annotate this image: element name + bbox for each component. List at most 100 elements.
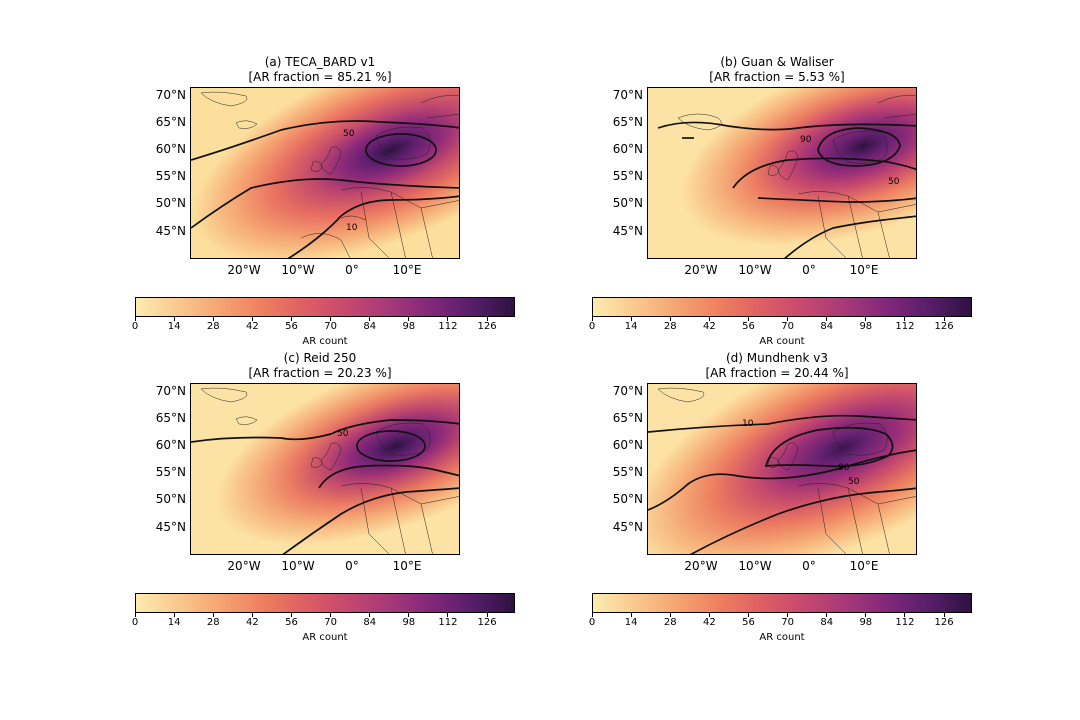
panel-d: (d) Mundhenk v3 [AR fraction = 20.44 %]: [537, 351, 1017, 651]
colorbar-label: AR count: [302, 632, 348, 643]
colorbar-tick-label: 28: [663, 617, 677, 628]
lat-label: 45°N: [612, 520, 643, 534]
colorbar-tick-label: 70: [781, 617, 794, 628]
colorbar-tick-label: 56: [285, 617, 298, 628]
colorbar-tick-label: 14: [624, 617, 638, 628]
colorbar-label: AR count: [302, 336, 348, 347]
panel-c: (c) Reid 250 [AR fraction = 20.23 %]: [80, 351, 560, 651]
colorbar-tick: [447, 317, 449, 321]
map-area: 90 50: [647, 87, 917, 259]
panel-title: (d) Mundhenk v3 [AR fraction = 20.44 %]: [617, 351, 937, 381]
lon-label: 10°E: [392, 263, 422, 277]
colorbar-tick: [669, 613, 671, 617]
contour-label: 50: [343, 129, 355, 139]
lat-label: 55°N: [155, 465, 186, 479]
lat-label: 60°N: [155, 142, 186, 156]
map-area: 10 90 50: [647, 383, 917, 555]
colorbar-tick-label: 84: [363, 321, 377, 332]
colorbar: [135, 297, 515, 317]
colorbar-tick: [330, 613, 332, 617]
contour-label: 90: [800, 135, 812, 145]
colorbar-tick-label: 14: [167, 617, 181, 628]
map-area: 50 10: [190, 87, 460, 259]
lat-label: 45°N: [612, 224, 643, 238]
panel-title-fraction: [AR fraction = 5.53 %]: [709, 70, 845, 84]
panel-a: (a) TECA_BARD v1 [AR fraction = 85.21 %]: [80, 55, 560, 355]
colorbar-tick: [173, 613, 175, 617]
colorbar-tick: [212, 613, 214, 617]
colorbar-tick-label: 84: [363, 617, 377, 628]
lat-label: 50°N: [612, 492, 643, 506]
colorbar-tick: [826, 317, 828, 321]
colorbar-tick-label: 98: [402, 617, 416, 628]
lat-label: 65°N: [612, 411, 643, 425]
colorbar-tick-label: 56: [742, 321, 755, 332]
colorbar-tick-label: 42: [245, 617, 259, 628]
panel-title: (a) TECA_BARD v1 [AR fraction = 85.21 %]: [160, 55, 480, 85]
colorbar-tick: [747, 613, 749, 617]
colorbar: [592, 297, 972, 317]
lat-label: 50°N: [155, 492, 186, 506]
lat-label: 65°N: [155, 411, 186, 425]
colorbar-tick: [408, 317, 410, 321]
lat-label: 70°N: [612, 88, 643, 102]
colorbar-tick: [826, 613, 828, 617]
lon-label: 10°W: [738, 263, 772, 277]
colorbar-tick-label: 126: [934, 617, 954, 628]
colorbar-tick: [447, 613, 449, 617]
lat-label: 60°N: [155, 438, 186, 452]
colorbar-tick: [251, 613, 253, 617]
panel-title-main: (d) Mundhenk v3: [725, 351, 829, 365]
colorbar-tick-label: 84: [820, 321, 834, 332]
colorbar: [592, 593, 972, 613]
colorbar-tick-label: 42: [702, 617, 716, 628]
lat-label: 70°N: [155, 88, 186, 102]
lat-label: 60°N: [612, 438, 643, 452]
lon-label: 10°W: [738, 559, 772, 573]
colorbar-tick: [369, 613, 371, 617]
colorbar-tick: [865, 317, 867, 321]
colorbar-tick-label: 14: [167, 321, 181, 332]
lon-label: 20°W: [684, 559, 718, 573]
colorbar-tick-label: 98: [402, 321, 416, 332]
colorbar-tick: [708, 317, 710, 321]
colorbar-tick: [943, 613, 945, 617]
colorbar-tick-label: 112: [895, 617, 915, 628]
colorbar-tick: [290, 317, 292, 321]
lon-label: 0°: [802, 263, 816, 277]
colorbar-tick: [212, 317, 214, 321]
colorbar-label: AR count: [759, 632, 805, 643]
lon-label: 20°W: [227, 559, 261, 573]
colorbar-tick-label: 84: [820, 617, 834, 628]
colorbar-tick-label: 56: [742, 617, 755, 628]
colorbar-tick: [591, 613, 593, 617]
lon-label: 0°: [345, 263, 359, 277]
panel-title: (b) Guan & Waliser [AR fraction = 5.53 %…: [617, 55, 937, 85]
lat-label: 60°N: [612, 142, 643, 156]
colorbar-tick: [251, 317, 253, 321]
lat-label: 70°N: [155, 384, 186, 398]
colorbar-tick-label: 112: [438, 321, 458, 332]
lon-label: 10°W: [281, 263, 315, 277]
colorbar-label: AR count: [759, 336, 805, 347]
colorbar-tick: [591, 317, 593, 321]
colorbar-tick: [787, 317, 789, 321]
lon-label: 10°E: [849, 263, 879, 277]
colorbar-tick-label: 70: [781, 321, 794, 332]
lat-label: 55°N: [612, 169, 643, 183]
colorbar-tick-label: 14: [624, 321, 638, 332]
colorbar-tick-label: 112: [895, 321, 915, 332]
colorbar-tick-label: 126: [477, 321, 497, 332]
contour-label: 10: [346, 223, 358, 233]
colorbar-tick: [787, 613, 789, 617]
colorbar-tick-label: 0: [131, 617, 139, 628]
panel-b: (b) Guan & Waliser [AR fraction = 5.53 %…: [537, 55, 1017, 355]
colorbar-tick: [330, 317, 332, 321]
colorbar-tick-label: 112: [438, 617, 458, 628]
colorbar-tick: [630, 613, 632, 617]
contour-label: 50: [848, 477, 860, 487]
colorbar-tick-label: 56: [285, 321, 298, 332]
colorbar-tick-label: 0: [588, 321, 596, 332]
colorbar-tick: [630, 317, 632, 321]
lon-label: 20°W: [227, 263, 261, 277]
